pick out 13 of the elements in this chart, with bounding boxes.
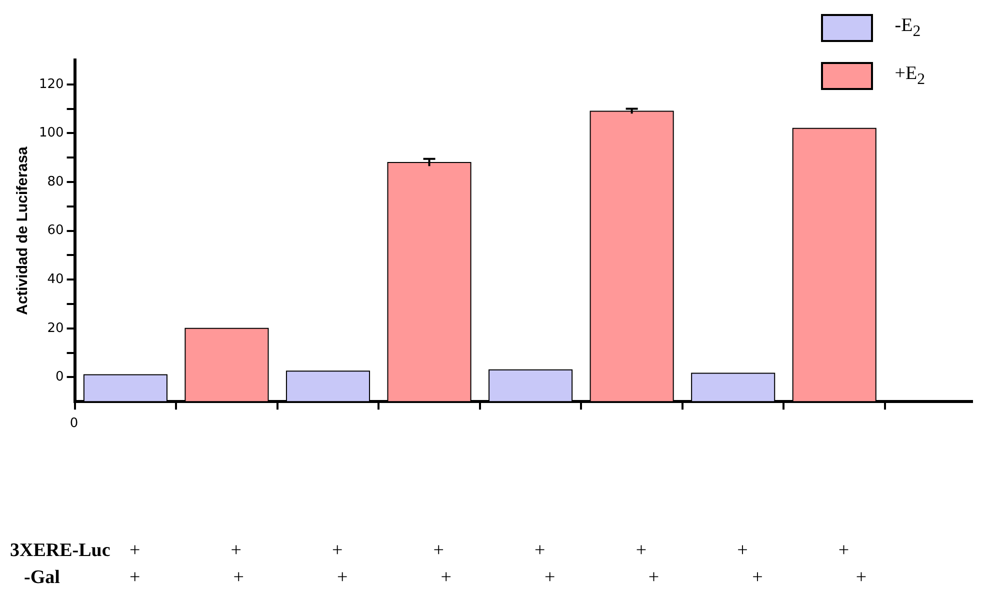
y-axis-title: Actividad de Luciferasa — [14, 146, 32, 316]
legend-label: -E$_{2}$ — [894, 15, 921, 41]
legend-label: +E$_{2}$ — [894, 63, 925, 89]
text: 3XERE-Luc + + + + + + + + — [10, 540, 850, 561]
text: 0 — [70, 416, 78, 431]
y-tick-label: 20 — [47, 320, 64, 336]
y-tick-label: 120 — [38, 76, 64, 92]
y-tick-label: 100 — [38, 126, 64, 141]
y-tick-label: 0 — [56, 370, 64, 385]
y-tick-label: 40 — [47, 272, 64, 287]
y-tick-label: 60 — [47, 223, 64, 238]
y-tick-label: 80 — [47, 174, 64, 190]
text: -Gal + + + + + + + + — [24, 567, 867, 588]
